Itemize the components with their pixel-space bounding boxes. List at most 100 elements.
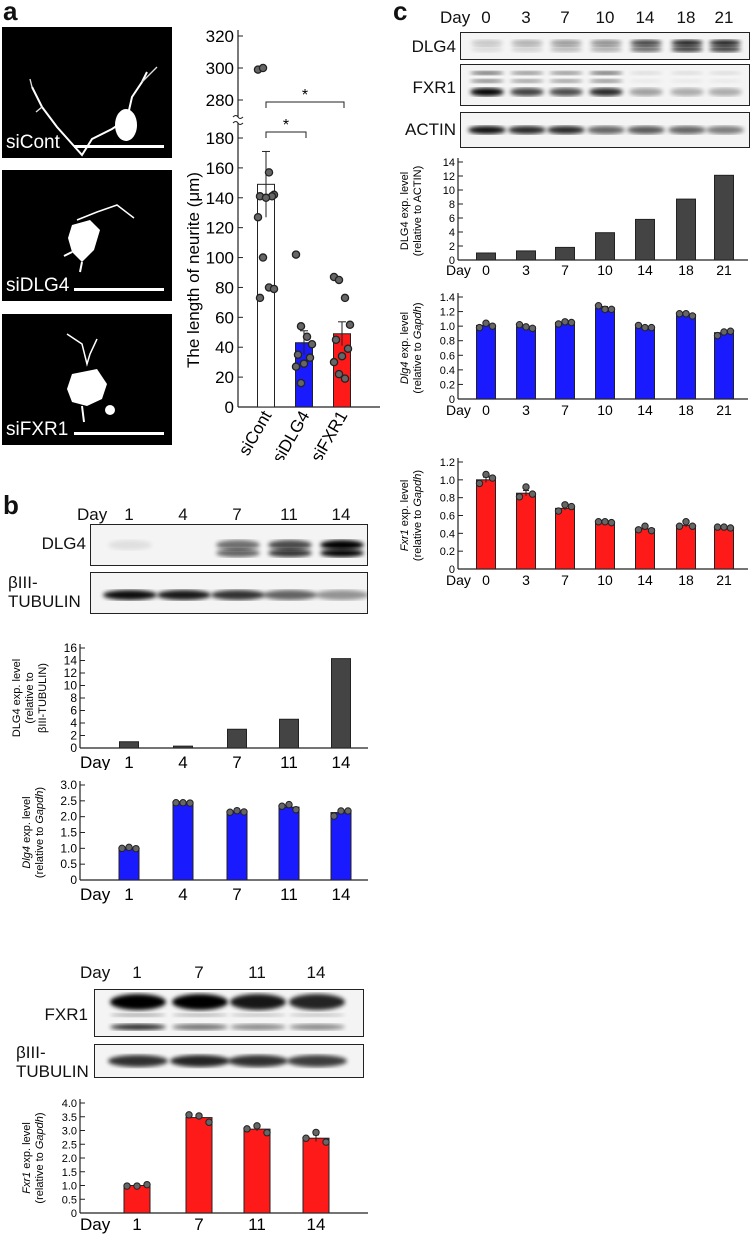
day-tick: 4	[178, 505, 188, 524]
svg-text:0: 0	[482, 572, 490, 588]
svg-text:*: *	[283, 117, 289, 134]
svg-text:7: 7	[232, 885, 241, 904]
svg-text:4: 4	[178, 753, 187, 770]
day-tick: 0	[481, 8, 491, 27]
svg-text:3: 3	[522, 572, 530, 588]
chart-neurite-length: 0 20 40 60 80 100 120 140 160 180 280 300 320 The len…	[184, 27, 380, 461]
svg-text:300: 300	[206, 59, 234, 78]
neuron-image	[63, 204, 135, 273]
svg-text:18: 18	[678, 572, 694, 588]
chart-b-fxr1-mrna: 0 0.51.0 1.5 2.0 2.53.0 3.5 4.0 Fxr1 exp. level…	[21, 1098, 368, 1234]
svg-text:12: 12	[64, 666, 78, 680]
svg-text:7: 7	[194, 1215, 203, 1234]
svg-text:0.5: 0.5	[62, 1194, 77, 1206]
svg-text:4: 4	[178, 885, 187, 904]
svg-text:3.0: 3.0	[60, 778, 77, 792]
svg-text:Fxr1 exp. level(relative to Ga: Fxr1 exp. level(relative to Gapdh)	[21, 1112, 46, 1203]
svg-text:7: 7	[561, 262, 569, 278]
day-tick: 14	[331, 505, 351, 524]
svg-text:0: 0	[449, 394, 455, 406]
svg-text:100: 100	[206, 249, 234, 268]
day-tick: 18	[676, 8, 696, 27]
svg-text:120: 120	[206, 219, 234, 238]
blot-row-label-actin: ACTIN	[405, 120, 456, 139]
svg-text:10: 10	[597, 402, 613, 418]
day-tick: 14	[635, 8, 655, 27]
svg-text:160: 160	[206, 159, 234, 178]
svg-text:0.2: 0.2	[440, 379, 455, 391]
svg-text:0: 0	[70, 873, 77, 887]
svg-text:DLG4 exp. level(relative toβII: DLG4 exp. level(relative toβIII-TUBULIN)	[11, 659, 49, 737]
svg-text:0.4: 0.4	[440, 528, 455, 540]
svg-text:4: 4	[70, 716, 77, 730]
svg-text:8: 8	[70, 691, 77, 705]
svg-text:14: 14	[443, 157, 455, 169]
svg-text:1.0: 1.0	[440, 475, 455, 487]
svg-text:1.2: 1.2	[440, 457, 455, 469]
svg-text:21: 21	[716, 572, 732, 588]
day-tick: 7	[194, 963, 204, 982]
svg-text:2.5: 2.5	[60, 794, 77, 808]
svg-text:1: 1	[132, 1215, 141, 1234]
chart-b-dlg4-mrna: 0 0.5 1.01.5 2.0 2.5 3.0 Dlg4 exp. level(relat…	[21, 778, 368, 904]
svg-text:1: 1	[124, 885, 133, 904]
panel-letter-b: b	[3, 490, 19, 520]
svg-text:2: 2	[449, 241, 455, 253]
svg-text:1.4: 1.4	[440, 292, 455, 304]
svg-text:Day: Day	[446, 572, 471, 588]
blot-bands	[471, 40, 741, 52]
blot-row-label-tubulin: βIII- TUBULIN	[8, 573, 81, 611]
blot-bands	[110, 994, 345, 1030]
western-blot-tubulin	[90, 572, 368, 614]
svg-text:60: 60	[215, 308, 234, 327]
svg-text:14: 14	[64, 654, 78, 668]
micrograph-label: siCont	[6, 132, 60, 153]
svg-text:10: 10	[64, 679, 78, 693]
day-tick: 1	[124, 505, 134, 524]
blot-c-day-label: Day	[440, 8, 471, 27]
day-tick: 7	[560, 8, 570, 27]
svg-text:1.2: 1.2	[440, 307, 455, 319]
svg-text:1.0: 1.0	[440, 321, 455, 333]
svg-text:2.5: 2.5	[62, 1139, 77, 1151]
svg-text:1.0: 1.0	[60, 841, 77, 855]
blot-bands	[470, 71, 742, 96]
blot-bands	[108, 1055, 347, 1067]
svg-text:*: *	[302, 87, 308, 104]
western-blot-fxr1	[460, 64, 750, 106]
svg-text:0: 0	[71, 1208, 77, 1220]
svg-text:11: 11	[248, 1215, 266, 1234]
day-tick: 11	[248, 963, 266, 982]
svg-text:40: 40	[215, 338, 234, 357]
neuron-image	[29, 66, 158, 157]
svg-text:14: 14	[332, 885, 351, 904]
svg-text:DLG4 exp. level(relative to AC: DLG4 exp. level(relative to ACTIN)	[399, 166, 424, 256]
svg-text:10: 10	[597, 572, 613, 588]
micrograph-sidlg4: siDLG4	[2, 170, 172, 301]
svg-text:14: 14	[637, 262, 653, 278]
svg-text:1: 1	[124, 753, 133, 770]
svg-text:14: 14	[637, 402, 653, 418]
svg-text:0: 0	[449, 255, 455, 267]
svg-text:3: 3	[522, 402, 530, 418]
svg-text:80: 80	[215, 278, 234, 297]
blot-row-label-dlg4: DLG4	[41, 534, 86, 553]
micrograph-label: siFXR1	[6, 419, 69, 440]
scale-bar	[74, 288, 164, 291]
svg-text:Day: Day	[80, 753, 111, 770]
svg-text:siCont: siCont	[235, 407, 276, 458]
blot-bands	[108, 540, 364, 557]
western-blot-fxr1	[94, 989, 364, 1037]
day-tick: 7	[232, 505, 242, 524]
svg-text:320: 320	[206, 27, 234, 46]
svg-text:18: 18	[678, 262, 694, 278]
blot-row-label-fxr1: FXR1	[412, 78, 456, 97]
svg-text:7: 7	[561, 572, 569, 588]
western-blot-tubulin	[94, 1044, 364, 1078]
svg-text:7: 7	[561, 402, 569, 418]
micrograph-label: siDLG4	[6, 275, 70, 296]
blot-bands	[468, 126, 744, 134]
svg-text:Day: Day	[446, 262, 471, 278]
svg-text:siFXR1: siFXR1	[307, 408, 351, 461]
svg-text:0.6: 0.6	[440, 511, 455, 523]
